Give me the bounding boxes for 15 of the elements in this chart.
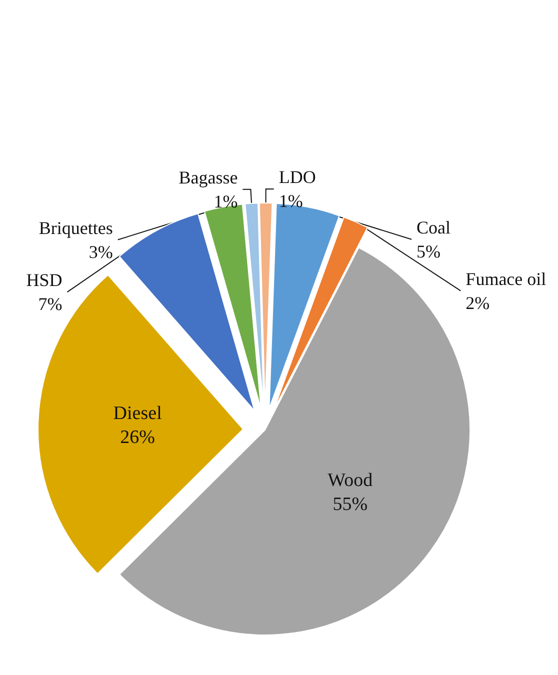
slice-label: Diesel (113, 403, 162, 424)
data-label: 26% (120, 427, 156, 448)
slice-label: HSD (26, 270, 62, 290)
data-label: 2% (466, 292, 490, 313)
slice-label: Bagasse (178, 167, 238, 188)
data-label: 1% (214, 191, 238, 212)
data-label: 55% (332, 494, 368, 515)
data-label: 5% (416, 241, 441, 262)
slice-label: Wood (328, 470, 374, 491)
slice-label: Briquettes (38, 218, 113, 238)
slice-label: Fumace oil (466, 268, 546, 289)
slice-label: Coal (416, 217, 451, 238)
slice-label: LDO (278, 167, 316, 187)
data-label: 3% (88, 242, 113, 262)
data-label: 7% (38, 294, 62, 314)
